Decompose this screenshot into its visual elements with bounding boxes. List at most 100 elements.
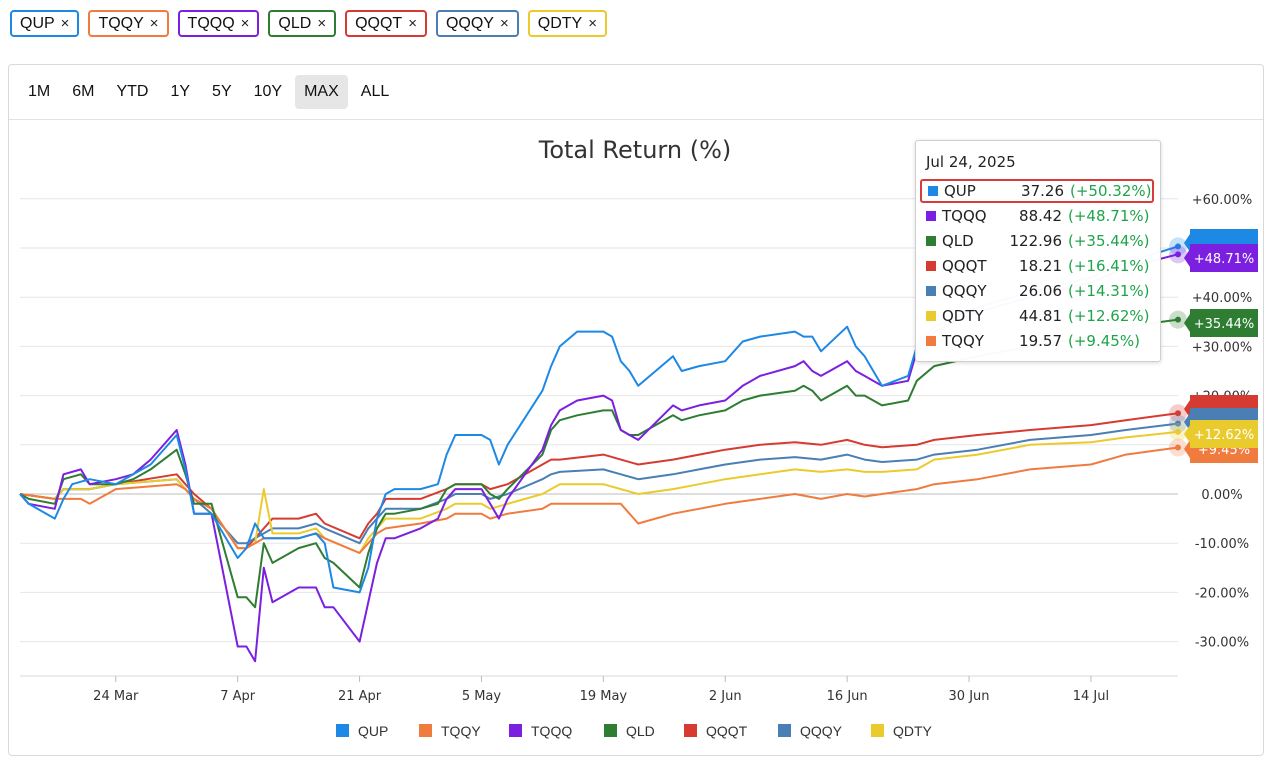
tooltip-series-change: (+48.71%) (1068, 207, 1150, 225)
legend-swatch (926, 336, 936, 346)
close-icon[interactable]: × (149, 15, 159, 32)
ticker-chip-qqqt[interactable]: QQQT × (345, 10, 427, 37)
chart-title: Total Return (%) (538, 136, 731, 164)
tooltip-series-value: 19.57 (1019, 332, 1062, 350)
tooltip-series-name: TQQY (942, 332, 984, 350)
ticker-chip-qdty[interactable]: QDTY × (527, 10, 607, 37)
end-value-pill-qld: +35.44% (1184, 309, 1258, 337)
range-button-10y[interactable]: 10Y (253, 83, 283, 100)
x-tick-label: 14 Jul (1073, 689, 1109, 704)
end-value-pill-bg (1184, 420, 1258, 448)
ticker-chip-tqqy[interactable]: TQQY × (88, 10, 169, 37)
range-button-all[interactable]: ALL (360, 83, 390, 100)
end-marker-tqqq (1175, 251, 1181, 258)
end-marker-qdty (1175, 428, 1181, 435)
ticker-chip-label: QUP (20, 14, 55, 32)
legend-label: QDTY (893, 723, 933, 739)
range-button-1m[interactable]: 1M (28, 83, 51, 100)
y-tick-label: -10.00% (1195, 537, 1249, 552)
close-icon[interactable]: × (499, 15, 509, 32)
tooltip-row-qdty: QDTY 44.81 (+12.62%) (920, 304, 1154, 328)
end-value-pill-text: +35.44% (1194, 317, 1254, 332)
tooltip-series-change: (+50.32%) (1070, 182, 1152, 200)
tooltip-row-qld: QLD 122.96 (+35.44%) (920, 229, 1154, 253)
range-button-6m[interactable]: 6M (72, 83, 95, 100)
series-line-qqqt (19, 412, 1179, 550)
legend-swatch (926, 286, 936, 296)
range-button-1y[interactable]: 1Y (170, 83, 191, 100)
tooltip-date: Jul 24, 2025 (926, 153, 1016, 171)
tooltip-series-change: (+12.62%) (1068, 307, 1150, 325)
tooltip-series-value: 122.96 (1009, 232, 1063, 250)
end-marker-qld (1175, 316, 1181, 323)
legend-swatch (604, 724, 617, 737)
ticker-chip-qup[interactable]: QUP × (10, 10, 80, 37)
legend-swatch (926, 311, 936, 321)
legend-label: TQQQ (531, 723, 572, 739)
tooltip-series-value: 18.21 (1019, 257, 1062, 275)
end-value-pill-text: +12.62% (1194, 428, 1254, 443)
ticker-chip-list: QUP × TQQY × TQQQ × QLD × QQQT × QQQY × QDTY × (10, 10, 607, 37)
x-tick-label: 7 Apr (220, 689, 256, 704)
ticker-chip-label: QDTY (537, 14, 583, 32)
legend-item-qqqt: QQQT (684, 723, 748, 739)
tooltip-series-name: QQQY (942, 282, 987, 300)
legend-swatch (419, 724, 432, 737)
legend-swatch (928, 186, 938, 196)
tooltip-series-change: (+14.31%) (1068, 282, 1150, 300)
tooltip-row-tqqq: TQQQ 88.42 (+48.71%) (920, 204, 1154, 228)
x-tick-label: 19 May (580, 689, 628, 704)
close-icon[interactable]: × (240, 15, 250, 32)
end-value-pill-bg (1184, 244, 1258, 272)
tooltip-row-qqqt: QQQT 18.21 (+16.41%) (920, 254, 1154, 278)
tooltip-series-value: 88.42 (1019, 207, 1062, 225)
tooltip-series-change: (+35.44%) (1068, 232, 1150, 250)
legend-item-qdty: QDTY (871, 723, 933, 739)
y-tick-label: +30.00% (1192, 340, 1252, 355)
tooltip-series-change: (+16.41%) (1068, 257, 1150, 275)
legend-label: QLD (626, 723, 655, 739)
close-icon[interactable]: × (588, 15, 597, 32)
y-tick-label: -20.00% (1195, 586, 1249, 601)
tooltip-series-name: QDTY (942, 307, 984, 325)
ticker-chip-label: QQQT (355, 14, 403, 32)
ticker-chip-label: TQQY (98, 14, 144, 32)
range-button-max[interactable]: MAX (295, 75, 348, 109)
end-value-pill-tqqq: +48.71% (1184, 244, 1258, 272)
legend-label: QUP (358, 723, 388, 739)
x-tick-label: 16 Jun (827, 689, 868, 704)
range-toolbar: 1M 6M YTD 1Y 5Y 10Y MAX ALL (9, 65, 1263, 120)
y-tick-label: -30.00% (1195, 636, 1249, 651)
series-line-qup (19, 245, 1179, 594)
ticker-chip-qqqy[interactable]: QQQY × (435, 10, 519, 37)
y-tick-label: +60.00% (1192, 193, 1252, 208)
series-line-qld (19, 318, 1179, 609)
tooltip-series-name: TQQQ (942, 207, 987, 225)
ticker-chip-qld[interactable]: QLD × (268, 10, 337, 37)
tooltip-series-name: QQQT (942, 257, 987, 275)
legend-swatch (336, 724, 349, 737)
end-marker-qup (1175, 243, 1181, 250)
legend-item-tqqy: TQQY (419, 723, 481, 739)
series-line-tqqy (19, 446, 1179, 554)
tooltip-series-value: 37.26 (1021, 182, 1064, 200)
close-icon[interactable]: × (408, 15, 417, 32)
close-icon[interactable]: × (317, 15, 327, 32)
tooltip-series-name: QUP (944, 182, 976, 200)
ticker-chip-tqqq[interactable]: TQQQ × (177, 10, 260, 37)
legend-label: TQQY (441, 723, 481, 739)
x-tick-label: 2 Jun (709, 689, 742, 704)
end-value-pill-bg (1184, 309, 1258, 337)
close-icon[interactable]: × (60, 15, 70, 32)
legend-swatch (778, 724, 791, 737)
range-button-ytd[interactable]: YTD (116, 83, 149, 100)
range-button-5y[interactable]: 5Y (212, 83, 232, 100)
legend-swatch (509, 724, 522, 737)
x-tick-label: 21 Apr (338, 689, 382, 704)
end-marker-tqqy (1175, 444, 1181, 451)
tooltip-series-change: (+9.45%) (1068, 332, 1140, 350)
tooltip-series-value: 26.06 (1019, 282, 1062, 300)
x-tick-label: 30 Jun (949, 689, 990, 704)
tooltip-row-tqqy: TQQY 19.57 (+9.45%) (920, 329, 1154, 353)
